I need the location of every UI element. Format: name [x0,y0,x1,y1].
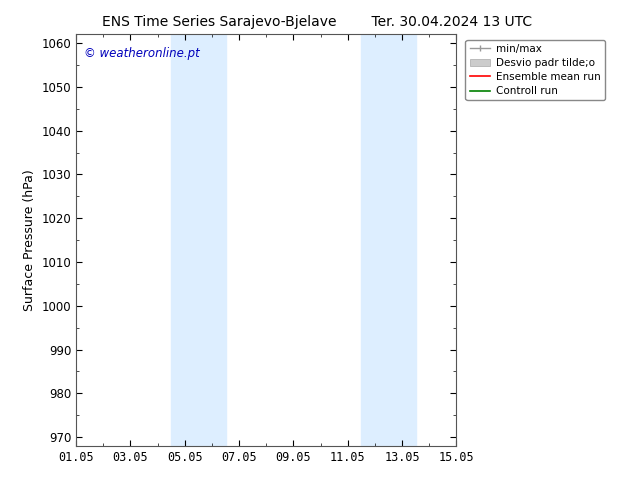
Y-axis label: Surface Pressure (hPa): Surface Pressure (hPa) [23,169,36,311]
Legend: min/max, Desvio padr tilde;o, Ensemble mean run, Controll run: min/max, Desvio padr tilde;o, Ensemble m… [465,40,605,100]
Bar [361,34,416,446]
Text: ENS Time Series Sarajevo-Bjelave        Ter. 30.04.2024 13 UTC: ENS Time Series Sarajevo-Bjelave Ter. 30… [102,15,532,29]
Bar [171,34,226,446]
Text: © weatheronline.pt: © weatheronline.pt [84,47,200,60]
